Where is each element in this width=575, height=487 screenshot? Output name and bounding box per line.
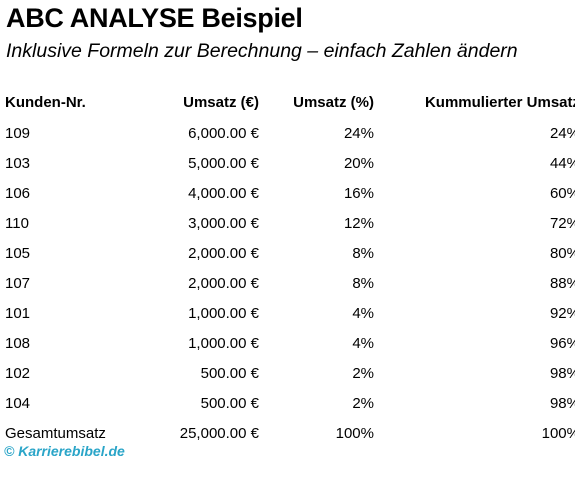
cell-kumuliert: 98% [549, 364, 575, 382]
cell-prozent: 4% [352, 334, 374, 352]
cell-kunde: 103 [5, 154, 31, 172]
table-row: 106 4,000.00 € 16% 60% [0, 178, 575, 208]
page-title: ABC ANALYSE Beispiel [6, 3, 303, 33]
cell-kunde: 104 [5, 394, 31, 412]
header-umsatz-prozent: Umsatz (%) [293, 93, 374, 111]
cell-total-kumuliert: 100% [541, 424, 575, 442]
cell-kumuliert: 24% [549, 124, 575, 142]
cell-prozent: 8% [352, 274, 374, 292]
table-row: 102 500.00 € 2% 98% [0, 358, 575, 388]
cell-total-prozent: 100% [335, 424, 374, 442]
abc-analysis-table: Kunden-Nr. Umsatz (€) Umsatz (%) Kummuli… [0, 86, 575, 448]
cell-umsatz: 500.00 € [200, 394, 259, 412]
table-row: 101 1,000.00 € 4% 92% [0, 298, 575, 328]
table-row: 103 5,000.00 € 20% 44% [0, 148, 575, 178]
table-body: 109 6,000.00 € 24% 24% 103 5,000.00 € 20… [0, 118, 575, 448]
table-row: 109 6,000.00 € 24% 24% [0, 118, 575, 148]
cell-kumuliert: 80% [549, 244, 575, 262]
copyright-notice: © Karrierebibel.de [4, 443, 125, 459]
header-umsatz-eur: Umsatz (€) [183, 93, 259, 111]
cell-umsatz: 1,000.00 € [188, 334, 259, 352]
cell-umsatz: 5,000.00 € [188, 154, 259, 172]
table-total-row: Gesamtumsatz 25,000.00 € 100% 100% [0, 418, 575, 448]
cell-kunde: 108 [5, 334, 31, 352]
cell-total-umsatz: 25,000.00 € [179, 424, 259, 442]
cell-umsatz: 1,000.00 € [188, 304, 259, 322]
table-row: 107 2,000.00 € 8% 88% [0, 268, 575, 298]
cell-prozent: 24% [343, 124, 374, 142]
cell-kumuliert: 96% [549, 334, 575, 352]
cell-kunde: 107 [5, 274, 31, 292]
cell-prozent: 16% [343, 184, 374, 202]
cell-umsatz: 3,000.00 € [188, 214, 259, 232]
cell-kunde: 105 [5, 244, 31, 262]
cell-kunde: 101 [5, 304, 31, 322]
page-subtitle: Inklusive Formeln zur Berechnung – einfa… [6, 40, 518, 62]
table-row: 110 3,000.00 € 12% 72% [0, 208, 575, 238]
cell-prozent: 12% [343, 214, 374, 232]
table-row: 105 2,000.00 € 8% 80% [0, 238, 575, 268]
header-kunden-nr: Kunden-Nr. [5, 93, 86, 111]
table-header-row: Kunden-Nr. Umsatz (€) Umsatz (%) Kummuli… [0, 86, 575, 118]
cell-kumuliert: 92% [549, 304, 575, 322]
cell-umsatz: 500.00 € [200, 364, 259, 382]
header-kumulierter-umsatz: Kummulierter Umsatz [424, 93, 575, 111]
table-row: 108 1,000.00 € 4% 96% [0, 328, 575, 358]
cell-kumuliert: 98% [549, 394, 575, 412]
cell-kunde: 102 [5, 364, 31, 382]
cell-prozent: 20% [343, 154, 374, 172]
cell-kumuliert: 60% [549, 184, 575, 202]
cell-umsatz: 6,000.00 € [188, 124, 259, 142]
table-row: 104 500.00 € 2% 98% [0, 388, 575, 418]
cell-total-label: Gesamtumsatz [5, 424, 106, 442]
cell-kunde: 109 [5, 124, 31, 142]
cell-prozent: 4% [352, 304, 374, 322]
cell-prozent: 8% [352, 244, 374, 262]
cell-prozent: 2% [352, 364, 374, 382]
cell-kumuliert: 72% [549, 214, 575, 232]
cell-umsatz: 4,000.00 € [188, 184, 259, 202]
cell-kunde: 106 [5, 184, 31, 202]
cell-kunde: 110 [5, 214, 29, 232]
cell-prozent: 2% [352, 394, 374, 412]
cell-umsatz: 2,000.00 € [188, 244, 259, 262]
cell-kumuliert: 44% [549, 154, 575, 172]
cell-kumuliert: 88% [549, 274, 575, 292]
cell-umsatz: 2,000.00 € [188, 274, 259, 292]
